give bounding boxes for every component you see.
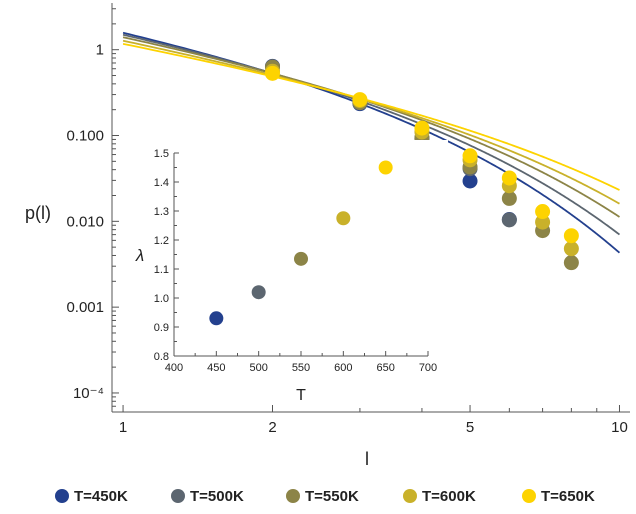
inset-x-axis-title: T [296,387,306,404]
inset-data-points [209,160,393,326]
inset-y-tick-label: 1.1 [154,264,169,276]
fit-curve-t450k [122,31,621,254]
main-y-tick-label: 0.100 [66,128,104,145]
data-point-t650k [264,65,280,81]
main-y-tick-label: 10⁻⁴ [73,385,104,402]
legend-label-t650k: T=650K [541,488,595,505]
inset-y-axis-title: λ [135,246,144,265]
main-x-tick-label: 1 [119,419,127,436]
inset-data-point [336,211,351,226]
inset-y-tick-label: 1.4 [154,177,169,189]
data-point-t550k [563,255,579,271]
inset-y-tick-label: 0.9 [154,322,169,334]
inset-y-tick-label: 1.5 [154,148,169,160]
inset-axes: 400 450 500 550 600 650 700 0.8 0.9 1.0 1.1 1.2 1.3 1… [154,148,437,374]
data-point-t500k [501,212,517,228]
data-point-t650k [352,92,368,108]
inset-x-tick-label: 450 [207,362,225,374]
inset-x-tick-label: 400 [165,362,183,374]
inset-x-tick-label: 650 [376,362,394,374]
inset-background [140,140,448,405]
legend-marker-t500k [171,489,185,503]
inset-x-tick-label: 600 [334,362,352,374]
legend-marker-t650k [522,489,536,503]
inset-y-tick-label: 1.3 [154,206,169,218]
data-point-t650k [501,170,517,186]
legend-label-t600k: T=600K [422,488,476,505]
data-point-t600k [563,241,579,257]
inset-y-tick-label: 1.0 [154,293,169,305]
data-point-t550k [501,190,517,206]
main-x-tick-label: 5 [466,419,474,436]
legend-marker-t600k [403,489,417,503]
main-x-tick-label: 2 [268,419,276,436]
main-fit-curves [122,31,621,254]
data-point-t650k [535,204,551,220]
legend-marker-t550k [286,489,300,503]
data-point-t650k [462,148,478,164]
data-point-t600k [535,214,551,230]
main-axes: 1 2 5 10 1 0.100 0.010 0.001 10⁻⁴ [66,3,630,436]
legend-label-t500k: T=500K [190,488,244,505]
fit-curve-t650k [122,42,620,191]
inset-data-point [294,251,308,266]
legend-marker-t450k [55,489,69,503]
legend: T=450K T=500K T=550K T=600K T=650K [55,488,595,505]
legend-label-t450k: T=450K [74,488,128,505]
data-point-t450k [462,173,478,189]
main-y-tick-label: 0.001 [66,299,104,316]
data-point-t650k [563,228,579,244]
inset-x-tick-label: 550 [292,362,310,374]
inset-data-point [209,311,224,326]
data-point-t650k [414,120,430,136]
legend-label-t550k: T=550K [305,488,359,505]
main-x-axis-title: l [365,449,369,469]
inset-data-point [251,285,266,300]
inset-data-point [378,160,393,175]
main-x-tick-label: 10 [611,419,628,436]
inset-x-tick-label: 700 [419,362,437,374]
inset-y-tick-label: 0.8 [154,351,169,363]
main-y-tick-label: 0.010 [66,213,104,230]
inset-y-tick-label: 1.2 [154,235,169,247]
inset-plot: 400 450 500 550 600 650 700 0.8 0.9 1.0 1.1 1.2 1.3 1… [135,140,448,405]
main-y-axis-title: p(l) [25,203,51,223]
inset-x-tick-label: 500 [249,362,267,374]
main-y-tick-label: 1 [96,42,104,59]
